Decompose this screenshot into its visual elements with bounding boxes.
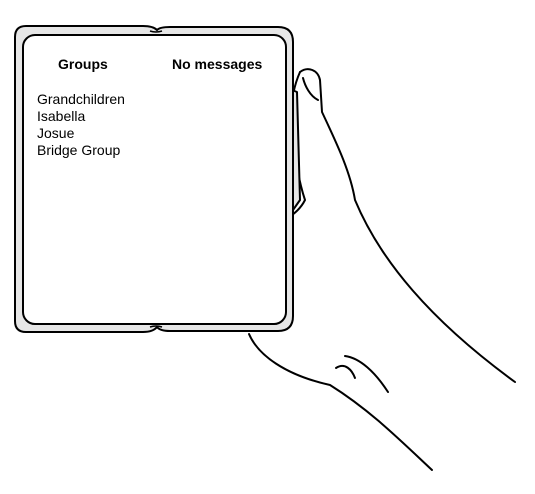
group-list: Grandchildren Isabella Josue Bridge Grou…: [37, 91, 125, 159]
list-item-bridge-group[interactable]: Bridge Group: [37, 142, 121, 158]
device-frame: [14, 25, 294, 333]
list-item-grandchildren[interactable]: Grandchildren: [37, 91, 125, 107]
no-messages-title: No messages: [172, 56, 263, 72]
list-item-josue[interactable]: Josue: [37, 125, 75, 141]
list-item-isabella[interactable]: Isabella: [37, 108, 86, 124]
device-screen: [22, 34, 287, 325]
groups-title: Groups: [58, 56, 108, 72]
